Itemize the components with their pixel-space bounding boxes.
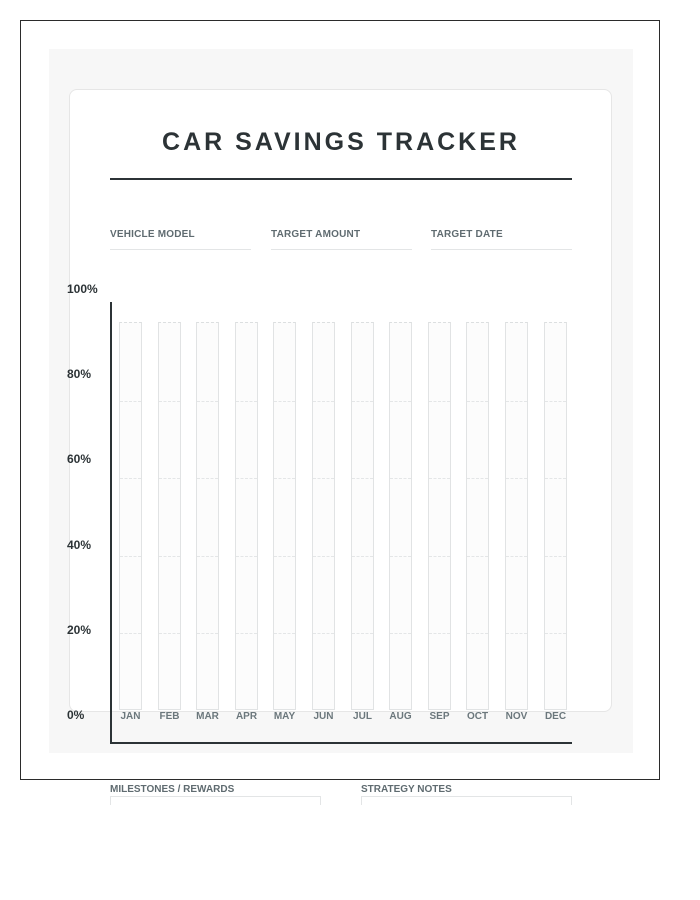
target-amount-input-line[interactable] [271,249,412,250]
bar-gridline [467,478,488,479]
bar-gridline [120,633,141,634]
bar-gridline [545,633,566,634]
target-amount-label: TARGET AMOUNT [271,229,361,240]
bar-mar [196,322,219,710]
bar-gridline [313,556,334,557]
bar-gridline [429,401,450,402]
bar-jan [119,322,142,710]
x-tick-jun: JUN [313,711,334,722]
strategy-notes-label: STRATEGY NOTES [361,784,452,795]
bar-gridline [352,633,373,634]
strategy-notes-box[interactable] [361,796,572,805]
x-tick-aug: AUG [389,711,412,722]
bar-gridline [274,556,295,557]
strategy-notes-section[interactable]: STRATEGY NOTES [361,784,572,805]
bar-jul [351,322,374,710]
x-tick-oct: OCT [466,711,489,722]
bar-gridline [545,556,566,557]
bar-gridline [545,478,566,479]
x-tick-may: MAY [273,711,296,722]
milestones-box[interactable] [110,796,321,805]
x-tick-sep: SEP [429,711,450,722]
y-tick-100: 100% [67,282,98,296]
bar-gridline [467,633,488,634]
bar-gridline [313,633,334,634]
bar-gridline [429,633,450,634]
bar-gridline [313,401,334,402]
bar-gridline [120,478,141,479]
bar-gridline [236,633,257,634]
target-amount-field[interactable]: TARGET AMOUNT [271,229,412,250]
bar-dec [544,322,567,710]
bar-gridline [506,556,527,557]
page-title: CAR SAVINGS TRACKER [162,128,520,156]
bar-gridline [159,633,180,634]
bar-gridline [506,633,527,634]
bar-jun [312,322,335,710]
vehicle-model-field[interactable]: VEHICLE MODEL [110,229,251,250]
bar-gridline [159,556,180,557]
x-axis [110,742,572,744]
y-tick-60: 60% [67,452,92,466]
target-date-field[interactable]: TARGET DATE [431,229,572,250]
bar-gridline [390,401,411,402]
x-tick-mar: MAR [196,711,219,722]
bar-gridline [390,633,411,634]
x-tick-apr: APR [235,711,258,722]
x-tick-dec: DEC [544,711,567,722]
bar-gridline [236,401,257,402]
bar-gridline [352,556,373,557]
bar-gridline [390,478,411,479]
bar-gridline [197,633,218,634]
bar-gridline [120,401,141,402]
bar-gridline [197,478,218,479]
bar-feb [158,322,181,710]
bar-gridline [545,401,566,402]
x-tick-jan: JAN [120,711,141,722]
y-tick-80: 80% [67,367,92,381]
bar-nov [505,322,528,710]
y-axis [110,302,112,744]
bar-gridline [506,401,527,402]
y-tick-0: 0% [67,708,85,722]
bar-gridline [120,556,141,557]
bar-gridline [274,633,295,634]
bar-aug [389,322,412,710]
bar-gridline [467,401,488,402]
x-tick-feb: FEB [159,711,180,722]
y-tick-40: 40% [67,538,92,552]
bar-sep [428,322,451,710]
bar-may [273,322,296,710]
y-tick-20: 20% [67,623,92,637]
bar-gridline [467,556,488,557]
bar-gridline [236,478,257,479]
bar-gridline [352,478,373,479]
bar-gridline [197,401,218,402]
bar-gridline [390,556,411,557]
x-tick-nov: NOV [505,711,528,722]
bar-gridline [159,401,180,402]
bar-gridline [429,478,450,479]
title-divider [110,178,572,180]
bar-gridline [429,556,450,557]
bar-apr [235,322,258,710]
target-date-label: TARGET DATE [431,229,503,240]
bar-gridline [197,556,218,557]
milestones-section[interactable]: MILESTONES / REWARDS [110,784,321,805]
tracker-card [69,89,612,712]
x-tick-jul: JUL [353,711,372,722]
bar-gridline [274,478,295,479]
bar-oct [466,322,489,710]
bar-gridline [274,401,295,402]
vehicle-model-input-line[interactable] [110,249,251,250]
bar-gridline [236,556,257,557]
vehicle-model-label: VEHICLE MODEL [110,229,195,240]
bar-gridline [506,478,527,479]
bar-gridline [352,401,373,402]
target-date-input-line[interactable] [431,249,572,250]
bar-gridline [159,478,180,479]
bar-gridline [313,478,334,479]
milestones-label: MILESTONES / REWARDS [110,784,235,795]
